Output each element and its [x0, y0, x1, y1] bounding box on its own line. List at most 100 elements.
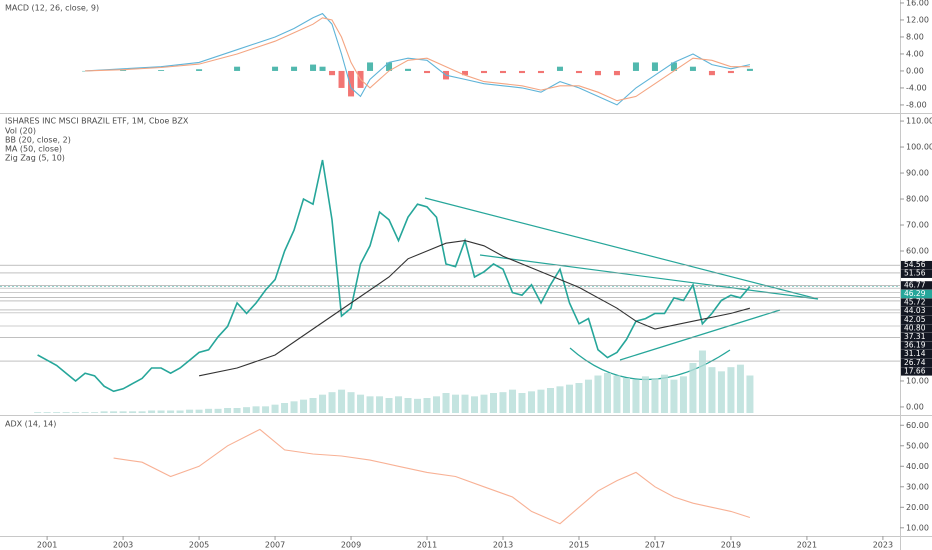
- volume-bar: [679, 376, 687, 413]
- x-tick-label: 2005: [189, 541, 209, 550]
- y-tick-label: 100.00: [906, 143, 932, 152]
- level-label-box: [901, 306, 932, 316]
- volume-bar: [290, 401, 298, 413]
- volume-bar: [395, 396, 403, 413]
- volume-bar: [594, 375, 602, 413]
- y-tick-label: 0.00: [906, 402, 924, 411]
- volume-bar: [328, 392, 336, 413]
- volume-bar: [157, 410, 165, 413]
- histogram-bar: [670, 62, 677, 71]
- level-label-box: [901, 324, 932, 333]
- drawing-tools: [424, 197, 819, 381]
- volume-bar: [110, 411, 118, 413]
- volume-bar: [347, 392, 355, 413]
- histogram-bar: [386, 62, 393, 71]
- level-label-box: [901, 341, 932, 350]
- y-tick-label: 90.00: [906, 169, 929, 178]
- volume-bar: [689, 363, 697, 413]
- volume-bar: [319, 394, 327, 413]
- y-tick-label: 8.00: [906, 32, 924, 41]
- volume-bar: [641, 376, 649, 413]
- volume-bar: [43, 412, 51, 413]
- volume-bar: [366, 396, 374, 413]
- volume-bar: [442, 393, 450, 413]
- volume-bar: [243, 407, 251, 413]
- y-tick-label: -4.00: [906, 83, 927, 92]
- level-label: 46.29: [904, 289, 926, 298]
- x-tick-label: 2015: [569, 541, 589, 550]
- volume-bar: [632, 379, 640, 413]
- volume-bar: [252, 406, 260, 413]
- volume-bar: [537, 389, 545, 413]
- histogram-bar: [291, 66, 298, 71]
- level-label-box: [901, 349, 932, 359]
- x-tick-label: 2009: [341, 541, 361, 550]
- series-line: [85, 12, 751, 106]
- volume-bar: [148, 410, 156, 413]
- y-tick-label: 70.00: [906, 221, 929, 230]
- volume-bar: [480, 394, 488, 413]
- histogram-bar: [82, 70, 89, 72]
- volume-bar: [224, 408, 232, 413]
- volume-bar: [736, 364, 744, 413]
- level-label: 26.74: [904, 358, 926, 367]
- histogram-bar: [613, 70, 620, 76]
- volume-bar: [281, 403, 289, 413]
- volume-bar: [489, 393, 497, 413]
- series-line: [85, 17, 750, 102]
- volume-bar: [746, 375, 754, 413]
- volume-bar: [81, 412, 89, 413]
- level-label: 45.72: [904, 298, 926, 307]
- x-tick-label: 2001: [37, 541, 57, 550]
- x-tick-label: 2019: [721, 541, 741, 550]
- volume-bar: [452, 394, 460, 413]
- volume-bar: [186, 409, 194, 413]
- pane-title: MACD (12, 26, close, 9): [5, 4, 99, 13]
- volume-bar: [508, 389, 516, 413]
- volume-bar: [565, 384, 573, 413]
- volume-bar: [660, 374, 668, 413]
- histogram-bar: [499, 70, 506, 74]
- volume-bar: [603, 373, 611, 413]
- volume-bar: [167, 410, 175, 413]
- histogram-bar: [120, 70, 127, 71]
- volume-bar: [717, 371, 725, 413]
- volume-bar: [233, 408, 241, 413]
- series-line: [37, 159, 751, 393]
- level-label-box: [901, 298, 932, 307]
- volume-bar: [262, 406, 270, 413]
- level-label: 42.05: [904, 315, 926, 324]
- x-tick-label: 2023: [873, 541, 893, 550]
- histogram-bar: [338, 70, 345, 88]
- y-tick-label: 12.00: [906, 15, 929, 24]
- volume-bar: [584, 379, 592, 413]
- level-label-box: [901, 289, 932, 299]
- legend-entry: MA (50, close): [5, 145, 62, 154]
- histogram-bar: [481, 70, 488, 74]
- legend-entry: Vol (20): [5, 127, 36, 136]
- volume-bar: [309, 398, 317, 413]
- level-label: 37.31: [904, 332, 926, 341]
- histogram-bar: [310, 64, 317, 71]
- volume-bar: [205, 408, 213, 413]
- histogram-bar: [462, 70, 469, 76]
- volume-bar: [404, 398, 412, 413]
- histogram-bar: [405, 68, 412, 71]
- y-tick-label: 60.00: [906, 421, 929, 430]
- level-label: 40.80: [904, 323, 926, 332]
- histogram-bar: [575, 70, 582, 74]
- x-tick-label: 2011: [417, 541, 437, 550]
- trendline: [424, 197, 819, 300]
- volume-bar: [518, 393, 526, 413]
- y-tick-label: 10.00: [906, 376, 929, 385]
- y-tick-label: 4.00: [906, 49, 924, 58]
- volume-bar: [461, 394, 469, 413]
- volume-bar: [546, 388, 554, 413]
- y-tick-label: -8.00: [906, 100, 927, 109]
- x-tick-label: 2003: [113, 541, 133, 550]
- y-tick-label: 50.00: [906, 441, 929, 450]
- volume-bar: [300, 399, 308, 413]
- volume-bar: [651, 378, 659, 413]
- y-tick-label: 110.00: [906, 117, 932, 126]
